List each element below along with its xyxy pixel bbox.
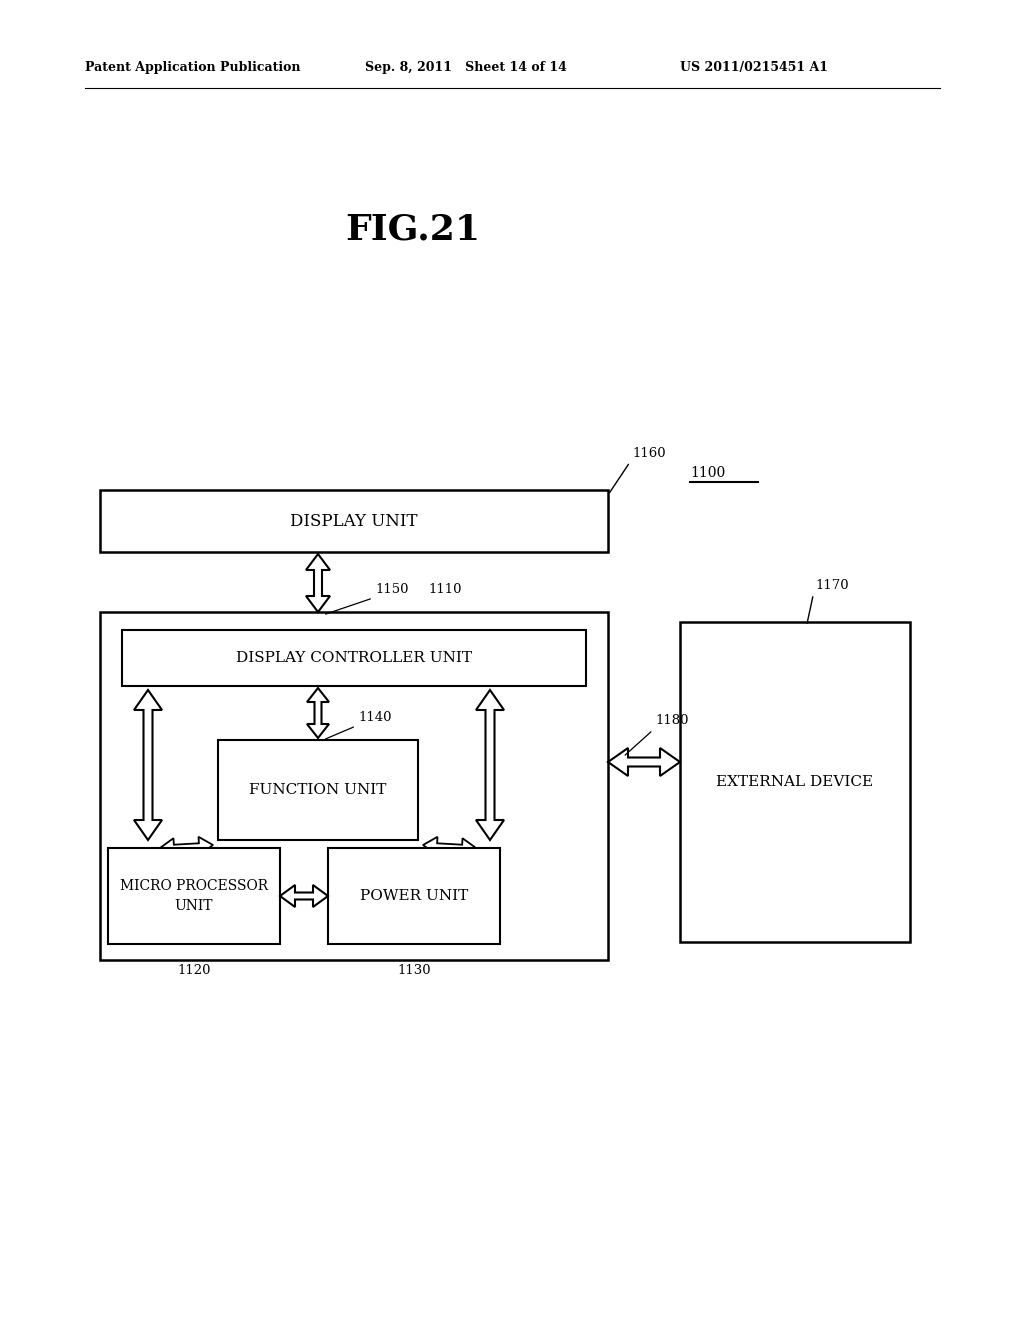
Bar xyxy=(218,741,418,840)
Polygon shape xyxy=(306,554,330,612)
Text: Sep. 8, 2011   Sheet 14 of 14: Sep. 8, 2011 Sheet 14 of 14 xyxy=(365,62,567,74)
Polygon shape xyxy=(134,690,162,840)
Text: 1100: 1100 xyxy=(690,466,725,480)
Text: 1170: 1170 xyxy=(816,579,849,591)
Bar xyxy=(328,847,500,944)
Text: 1180: 1180 xyxy=(655,714,688,727)
Text: Patent Application Publication: Patent Application Publication xyxy=(85,62,300,74)
Polygon shape xyxy=(160,837,213,857)
Text: US 2011/0215451 A1: US 2011/0215451 A1 xyxy=(680,62,828,74)
Text: 1130: 1130 xyxy=(397,964,431,977)
Text: EXTERNAL DEVICE: EXTERNAL DEVICE xyxy=(717,775,873,789)
Polygon shape xyxy=(307,688,329,738)
Text: FIG.21: FIG.21 xyxy=(345,213,480,247)
Polygon shape xyxy=(476,690,504,840)
Bar xyxy=(108,847,280,944)
Text: DISPLAY UNIT: DISPLAY UNIT xyxy=(290,512,418,529)
Bar xyxy=(680,622,910,942)
Text: POWER UNIT: POWER UNIT xyxy=(359,888,468,903)
Bar xyxy=(100,612,608,960)
Text: 1140: 1140 xyxy=(358,711,391,723)
Text: 1110: 1110 xyxy=(428,583,462,597)
Bar xyxy=(100,490,608,552)
Polygon shape xyxy=(608,748,680,776)
Text: 1150: 1150 xyxy=(375,583,409,597)
Bar xyxy=(122,630,586,686)
Text: DISPLAY CONTROLLER UNIT: DISPLAY CONTROLLER UNIT xyxy=(236,651,472,665)
Text: 1120: 1120 xyxy=(177,964,211,977)
Polygon shape xyxy=(280,884,328,907)
Polygon shape xyxy=(423,837,476,857)
Text: 1160: 1160 xyxy=(632,447,666,459)
Text: FUNCTION UNIT: FUNCTION UNIT xyxy=(249,783,387,797)
Text: MICRO PROCESSOR
UNIT: MICRO PROCESSOR UNIT xyxy=(120,879,268,912)
